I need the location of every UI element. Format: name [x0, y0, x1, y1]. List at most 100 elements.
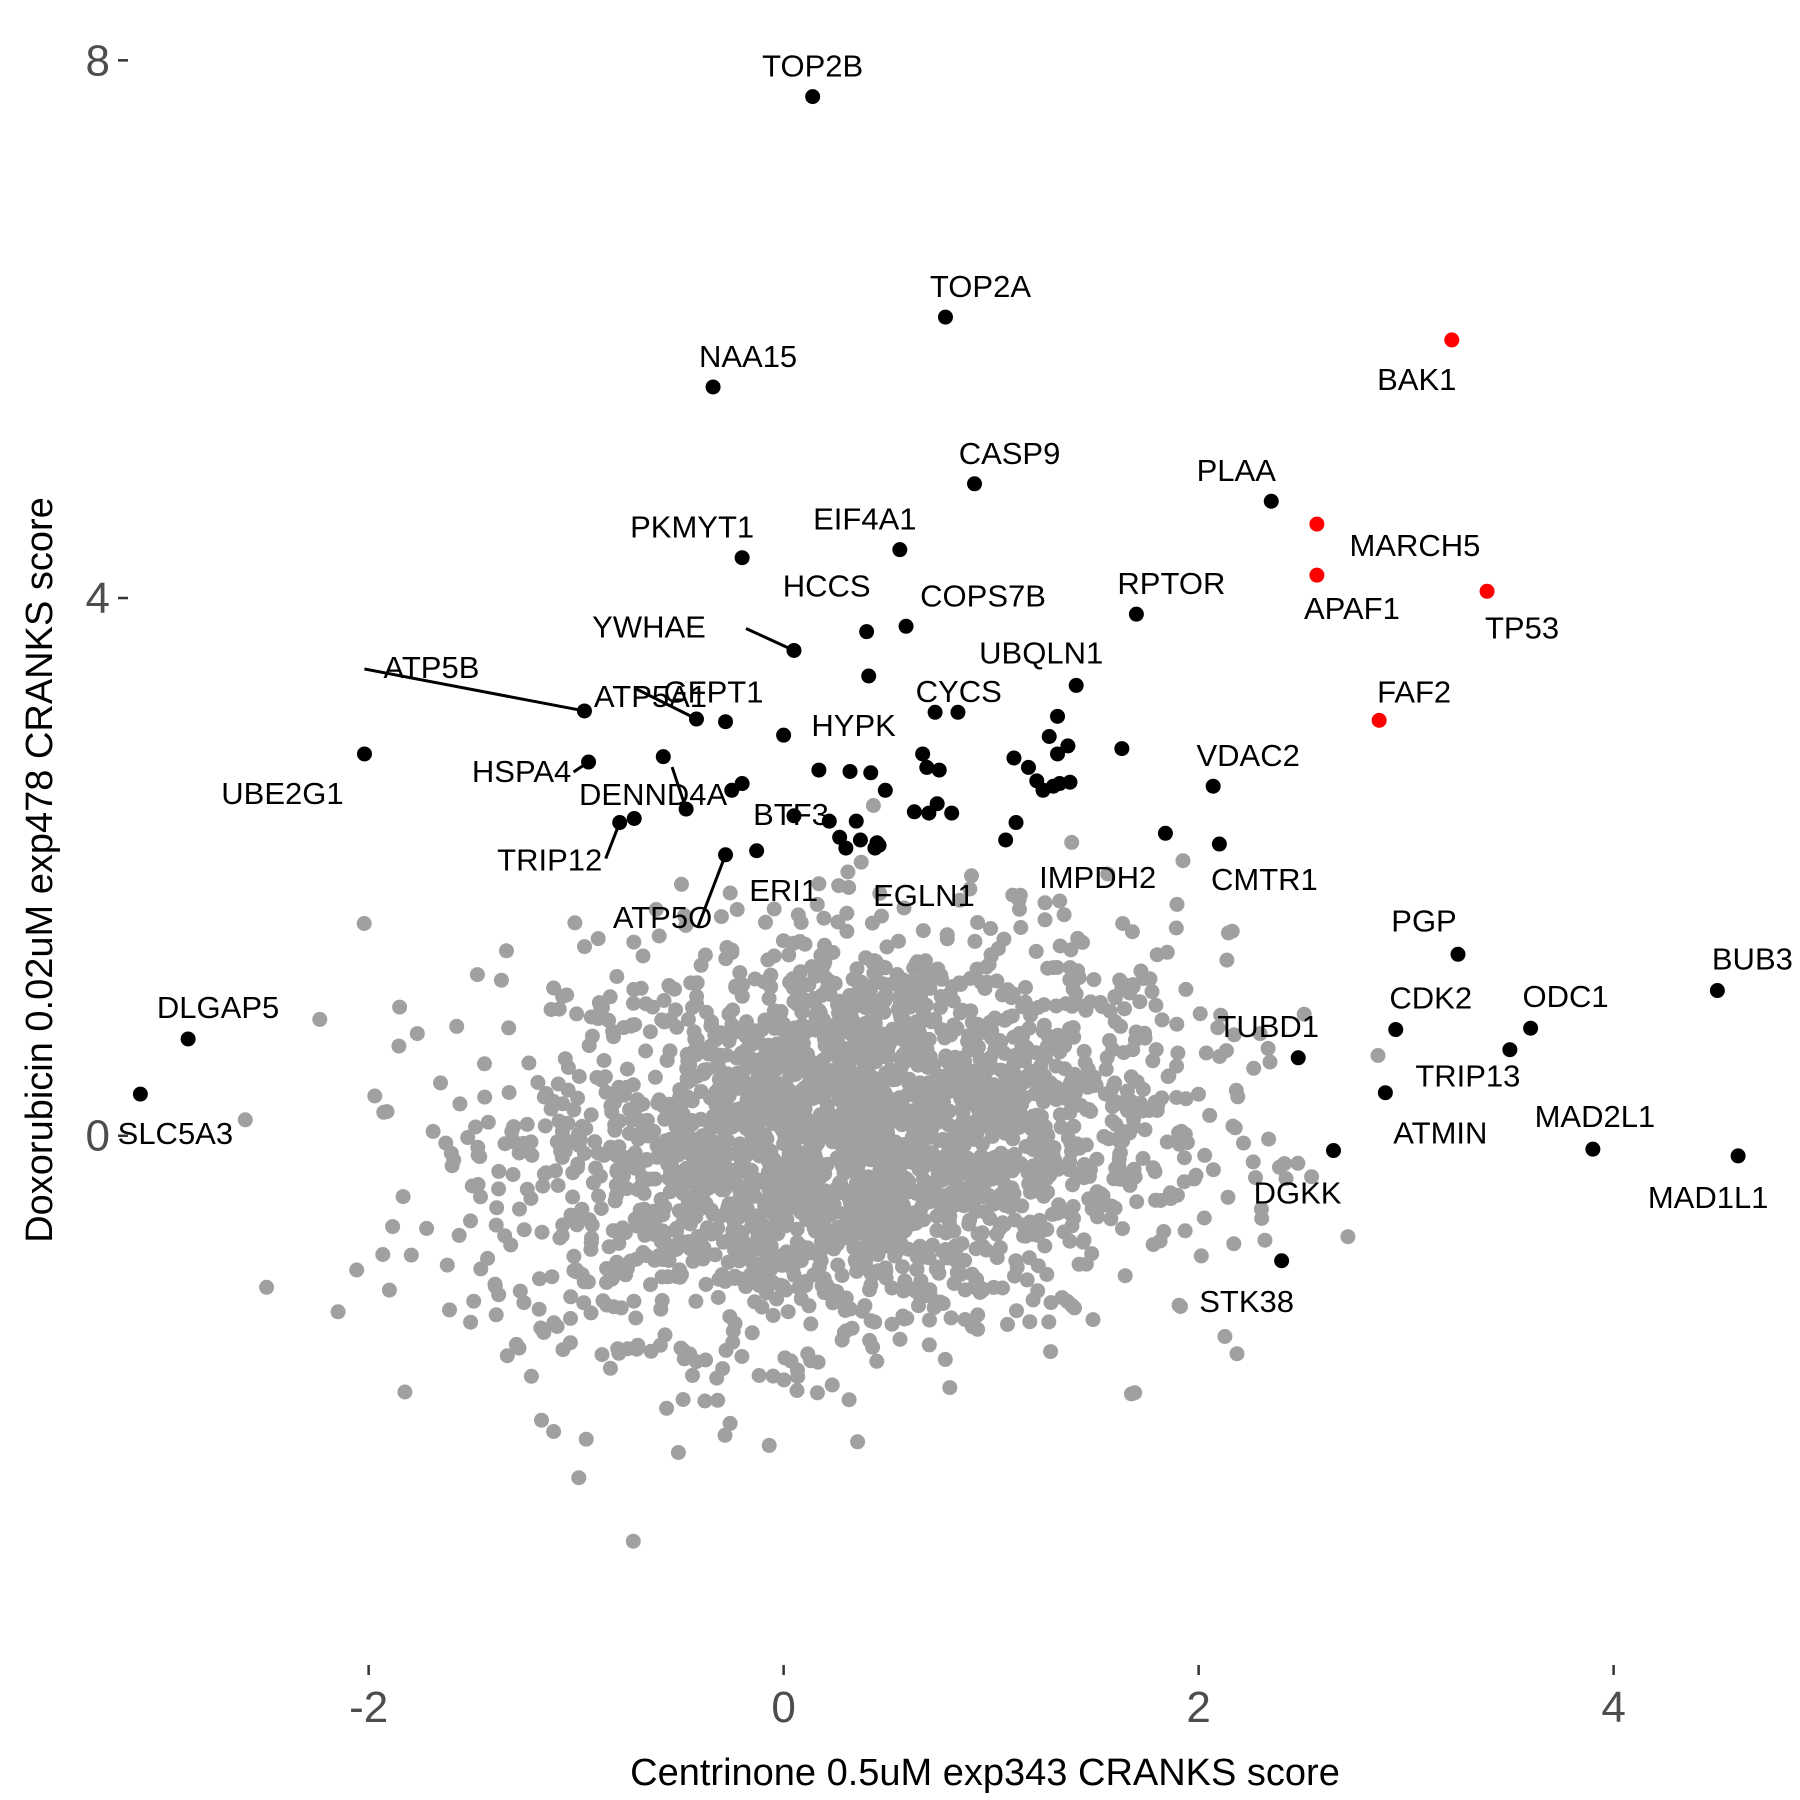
background-point	[1041, 1314, 1057, 1330]
background-point	[1006, 1160, 1022, 1176]
background-point	[682, 1057, 698, 1073]
background-point	[717, 1427, 733, 1443]
background-point	[865, 1339, 881, 1355]
background-point	[930, 1165, 946, 1181]
background-point	[1076, 1043, 1092, 1059]
background-point	[762, 1186, 778, 1202]
gene-point-slc5a3	[132, 1086, 148, 1102]
background-point	[1065, 1177, 1080, 1193]
background-point	[1039, 1266, 1055, 1282]
background-point	[945, 1131, 961, 1147]
gene-label-cmtr1: CMTR1	[1211, 862, 1318, 897]
highlighted-point	[1050, 708, 1066, 724]
leader-line-atp5o	[696, 854, 727, 929]
background-point	[821, 1186, 837, 1202]
gene-label-vdac2: VDAC2	[1196, 738, 1299, 773]
background-point	[837, 1105, 853, 1121]
background-point	[349, 1262, 365, 1278]
background-point	[965, 1088, 980, 1103]
background-point	[904, 1129, 920, 1145]
background-point	[1000, 982, 1016, 998]
background-point	[1175, 853, 1191, 869]
background-point	[385, 1219, 401, 1235]
background-point	[569, 1217, 585, 1233]
background-point	[940, 1024, 956, 1040]
gene-point-btf3	[786, 808, 802, 824]
background-point	[830, 1257, 846, 1273]
background-point	[648, 902, 664, 917]
background-point	[990, 941, 1006, 957]
background-point	[863, 1125, 879, 1140]
background-point	[955, 1099, 971, 1115]
background-point	[794, 1148, 810, 1164]
background-point	[680, 1074, 696, 1090]
background-point	[1035, 1023, 1051, 1039]
background-point	[839, 923, 855, 939]
gene-point-odc1	[1523, 1020, 1539, 1036]
background-point	[701, 1180, 717, 1196]
gene-point-stk38	[1274, 1253, 1290, 1269]
background-point	[655, 1252, 671, 1267]
background-point	[488, 1217, 504, 1233]
background-point	[602, 1360, 618, 1376]
background-point	[1075, 1234, 1091, 1250]
background-point	[642, 1024, 658, 1040]
background-point	[532, 1271, 547, 1287]
gene-point-cops7b	[898, 618, 914, 634]
background-point	[1066, 1118, 1082, 1134]
background-point	[554, 1150, 570, 1165]
background-point	[1084, 1246, 1100, 1262]
highlighted-point	[921, 805, 937, 821]
background-point	[896, 900, 912, 916]
background-point	[844, 1010, 860, 1026]
gene-label-ywhae: YWHAE	[592, 609, 706, 644]
gene-point-tp53	[1479, 583, 1495, 599]
background-point	[1039, 1126, 1055, 1142]
background-point	[1027, 1177, 1043, 1193]
background-point	[705, 1206, 721, 1222]
background-point	[686, 1024, 702, 1040]
background-point	[1173, 1299, 1188, 1314]
background-point	[1071, 1256, 1087, 1272]
background-point	[668, 1242, 684, 1258]
background-point	[809, 896, 825, 912]
background-point	[712, 1062, 728, 1078]
gene-point-ubqln1	[1068, 677, 1084, 693]
gene-label-hypk: HYPK	[811, 708, 896, 743]
background-point	[1290, 1155, 1306, 1171]
gene-point-atp5a1	[688, 711, 704, 727]
background-point	[863, 1214, 879, 1230]
highlighted-point	[944, 805, 960, 821]
background-point	[577, 939, 592, 955]
background-point	[1169, 1090, 1185, 1105]
background-point	[959, 1073, 975, 1089]
gene-label-atp5o: ATP5O	[613, 900, 712, 935]
background-point	[635, 1123, 650, 1139]
background-point	[710, 1220, 726, 1236]
background-point	[463, 1314, 479, 1330]
x-tick-label: 2	[1186, 1683, 1210, 1732]
highlighted-point	[1020, 759, 1036, 775]
background-point	[635, 948, 651, 964]
background-point	[512, 1283, 528, 1299]
background-point	[981, 1061, 997, 1077]
background-point	[902, 999, 918, 1015]
background-point	[958, 1162, 974, 1178]
background-point	[1261, 1131, 1277, 1147]
gene-point-dennd4a	[678, 801, 694, 817]
background-point	[543, 1101, 559, 1117]
background-point	[977, 1185, 993, 1201]
background-point	[591, 1188, 606, 1204]
background-point	[516, 1222, 532, 1238]
background-point	[530, 1075, 546, 1090]
background-point	[619, 1061, 635, 1077]
background-point	[892, 1331, 908, 1347]
background-point	[752, 1241, 768, 1257]
background-point	[674, 876, 689, 892]
y-tick-label: 4	[86, 574, 110, 623]
gene-label-hspa4: HSPA4	[472, 754, 571, 789]
background-point	[1132, 994, 1148, 1010]
background-point	[669, 1019, 685, 1035]
background-point	[607, 1117, 623, 1133]
background-point	[863, 1313, 879, 1329]
